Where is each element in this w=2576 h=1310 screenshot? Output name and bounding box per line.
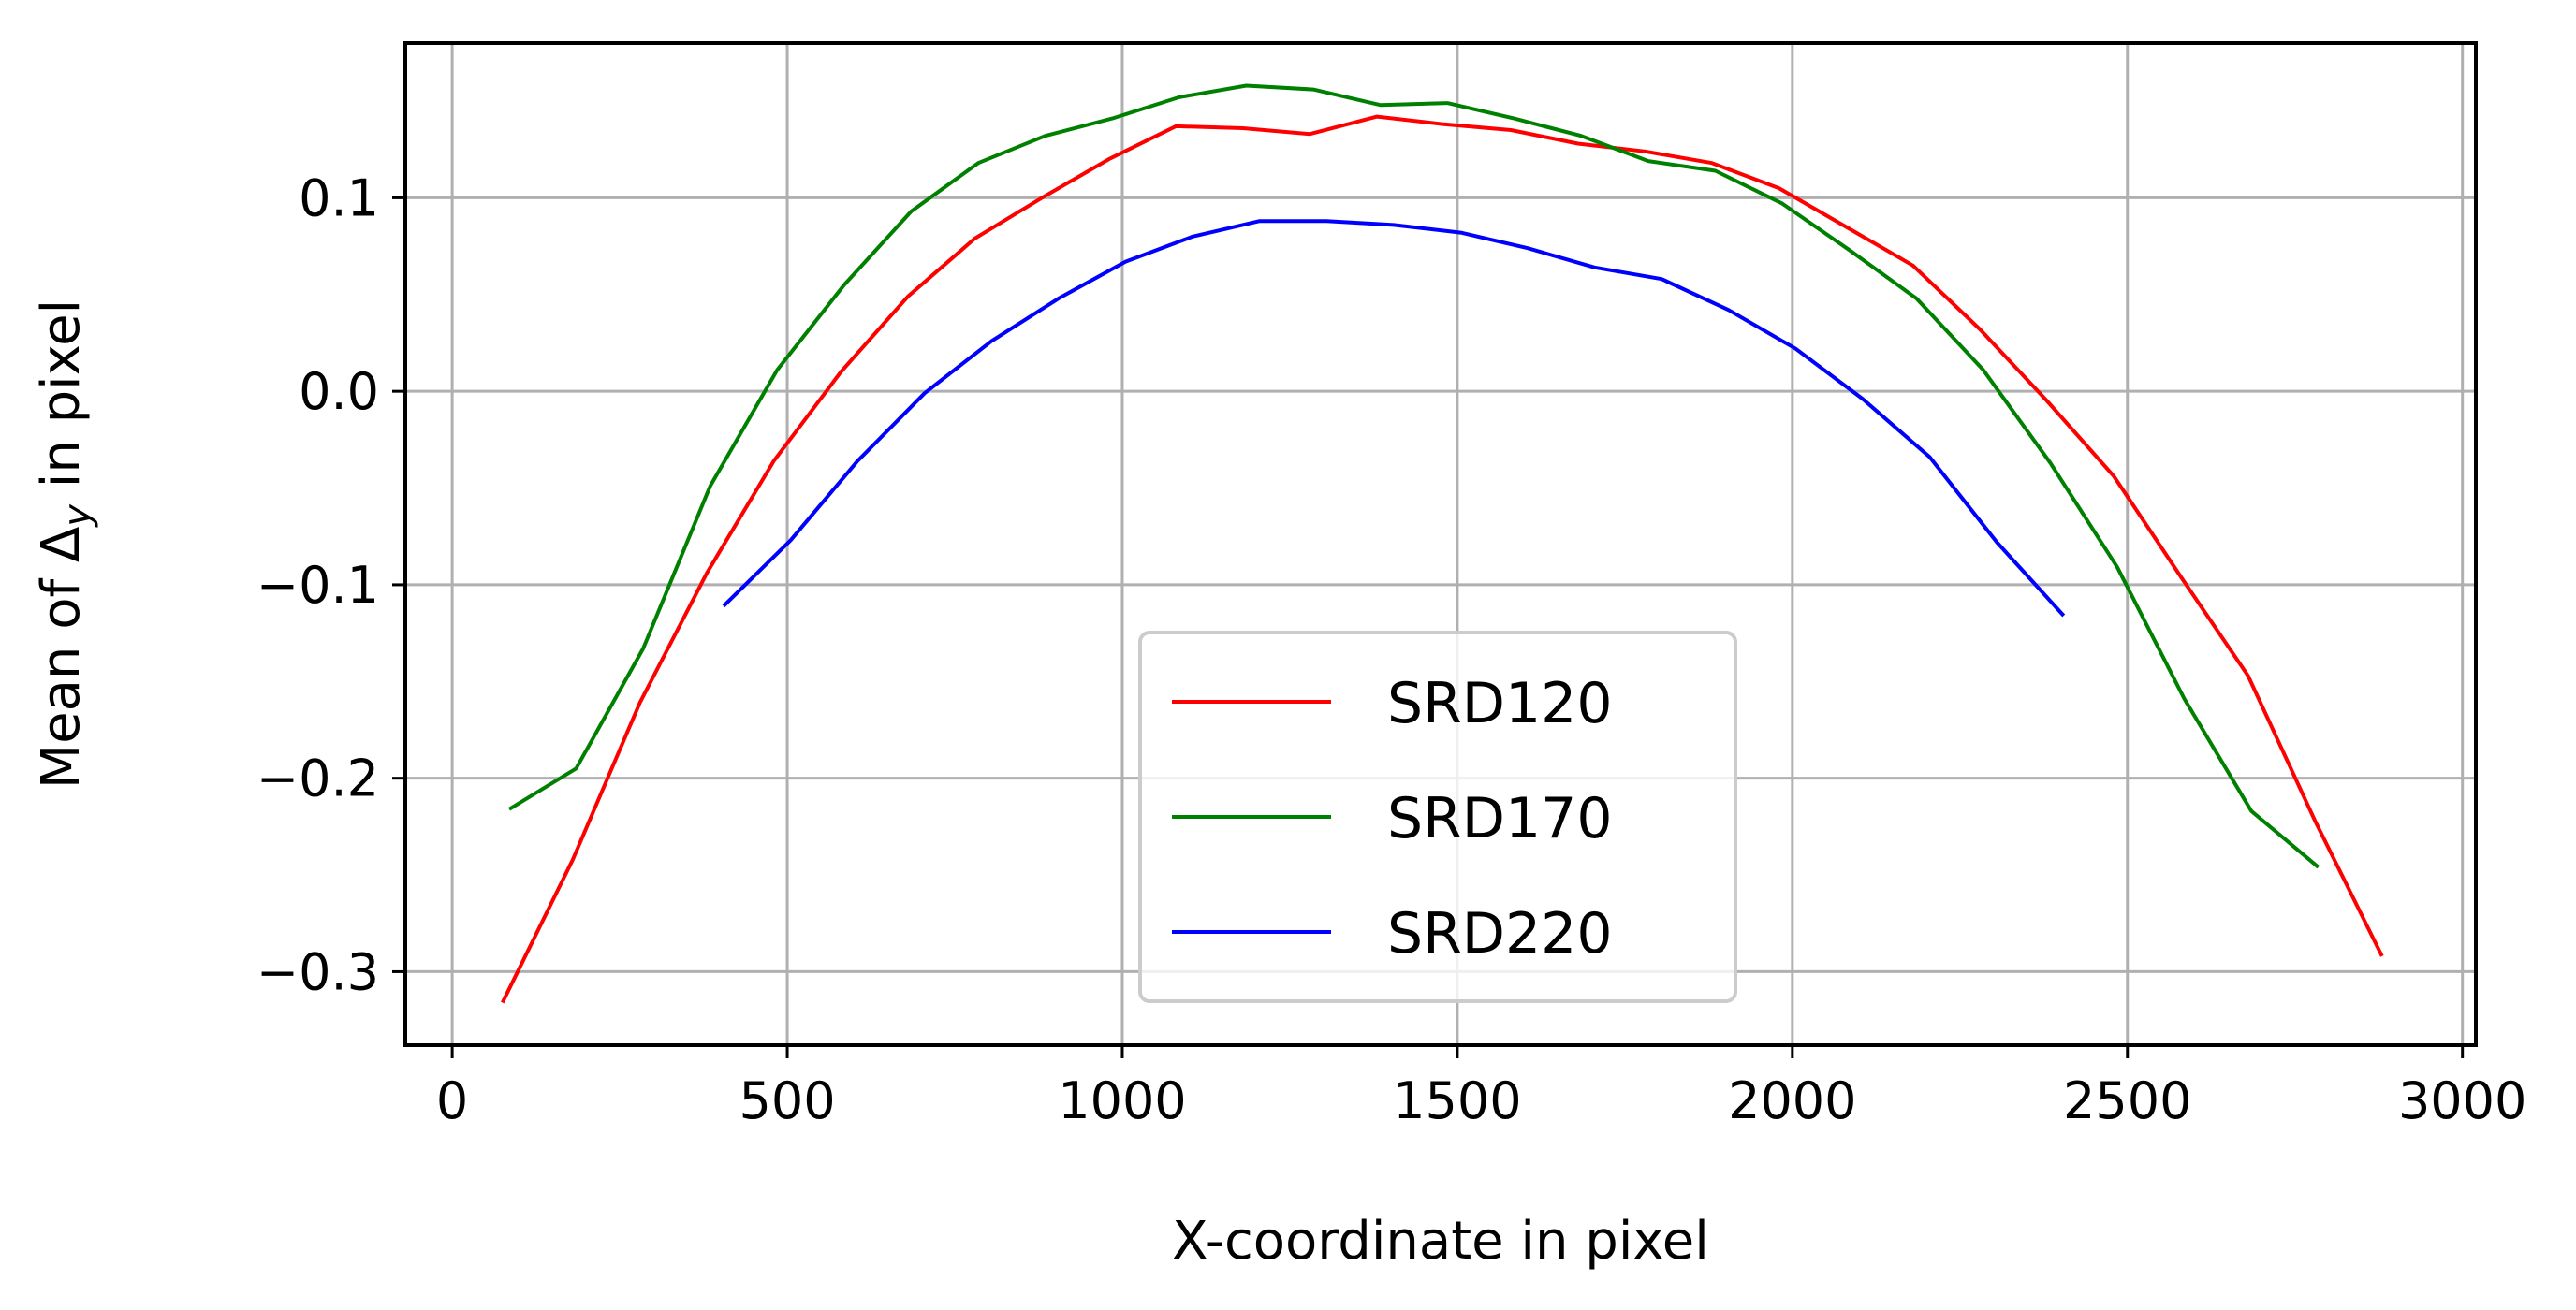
y-tick-label: 0.1 [299,168,379,227]
legend-box [1138,631,1737,1003]
legend-label-srd170: SRD170 [1387,786,1613,852]
x-tick-label: 3000 [2398,1071,2526,1130]
y-tick-label: 0.0 [299,362,379,421]
x-tick-label: 2500 [2063,1071,2191,1130]
x-tick-label: 2000 [1728,1071,1856,1130]
series-line-srd120 [501,114,2384,1004]
y-axis-label-suffix: in pixel [31,299,92,504]
x-tick-label: 500 [739,1071,835,1130]
series-line-srd220 [722,219,2066,618]
legend: SRD120 SRD170 SRD220 [1138,631,1737,1003]
series-line-srd170 [507,83,2320,869]
y-tick-label: −0.2 [256,750,379,808]
axis-ticks: 0 500 1000 1500 2000 2500 3000 −0.3 −0.2 −0.1 0.0 0… [256,168,2527,1130]
x-tick-label: 1000 [1058,1071,1186,1130]
legend-label-srd120: SRD120 [1387,671,1613,736]
x-tick-label: 1500 [1393,1071,1521,1130]
legend-label-srd220: SRD220 [1387,901,1613,967]
plot-frame [403,41,2478,1047]
y-axis-label-subscript: y [56,503,99,528]
x-axis-label: X-coordinate in pixel [1172,1211,1709,1272]
y-tick-label: −0.1 [256,556,379,615]
x-tick-label: 0 [436,1071,468,1130]
y-axis-label: Mean of Δy in pixel [31,299,99,789]
grid [405,43,2476,1045]
series-group [501,83,2384,1004]
y-axis-label-prefix: Mean of Δ [31,527,92,789]
y-tick-label: −0.3 [256,942,379,1001]
